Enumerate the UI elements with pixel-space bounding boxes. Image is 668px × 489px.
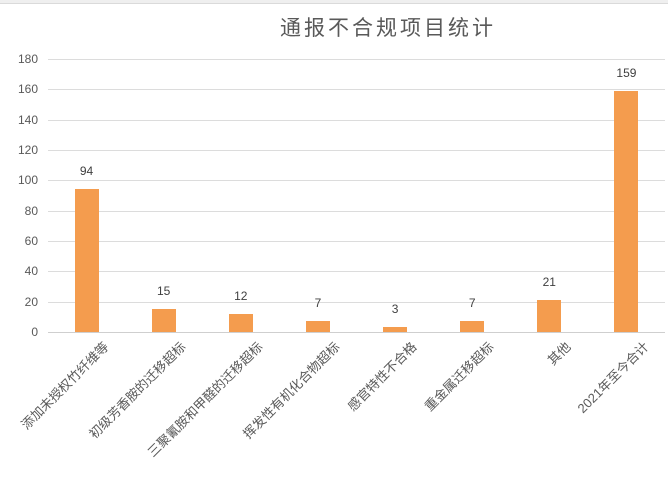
y-axis-tick-label: 60 <box>24 234 38 248</box>
x-axis-category-label: 感官特性不合格 <box>344 339 420 414</box>
y-axis-tick-label: 40 <box>24 264 38 279</box>
bar-value-label: 21 <box>542 275 556 290</box>
bar-value-label: 7 <box>468 296 476 311</box>
y-axis-tick-label: 180 <box>17 52 38 66</box>
gridline <box>48 150 665 151</box>
bar-value-label: 15 <box>157 284 171 299</box>
x-axis-category-label: 其他 <box>544 339 574 369</box>
chart-title: 通报不合规项目统计 <box>280 17 496 40</box>
gridline <box>48 271 665 273</box>
gridline <box>48 301 665 303</box>
bar <box>228 313 253 332</box>
x-axis-line <box>48 332 665 333</box>
y-axis-tick-label: 120 <box>17 143 38 157</box>
bar <box>614 90 639 332</box>
y-axis-tick-label: 140 <box>17 112 38 127</box>
bar <box>383 327 408 332</box>
y-axis-tick-label: 100 <box>17 173 38 188</box>
x-axis-category-label: 重金属迁移超标 <box>421 339 497 414</box>
bar-value-label: 94 <box>79 164 94 179</box>
gridline <box>48 59 665 60</box>
gridline <box>48 241 665 242</box>
bar-value-label: 7 <box>314 296 322 311</box>
gridline <box>48 89 665 91</box>
y-axis-tick-label: 20 <box>24 294 38 309</box>
bar-value-label: 3 <box>391 302 399 317</box>
gridline <box>48 119 665 121</box>
bar <box>460 321 485 332</box>
gridline <box>48 180 665 182</box>
gridline <box>48 210 665 212</box>
y-axis-tick-label: 0 <box>31 325 38 339</box>
bar <box>537 300 562 332</box>
window-top-strip <box>0 0 668 4</box>
y-axis-tick-label: 160 <box>17 82 38 97</box>
bar-value-label: 12 <box>234 288 248 303</box>
y-axis-tick-label: 80 <box>24 203 38 218</box>
bar <box>151 309 176 332</box>
x-axis-category-label: 2021年至今合计 <box>574 339 652 417</box>
bar-value-label: 159 <box>616 65 637 80</box>
bar <box>74 189 99 332</box>
bar <box>305 321 330 332</box>
